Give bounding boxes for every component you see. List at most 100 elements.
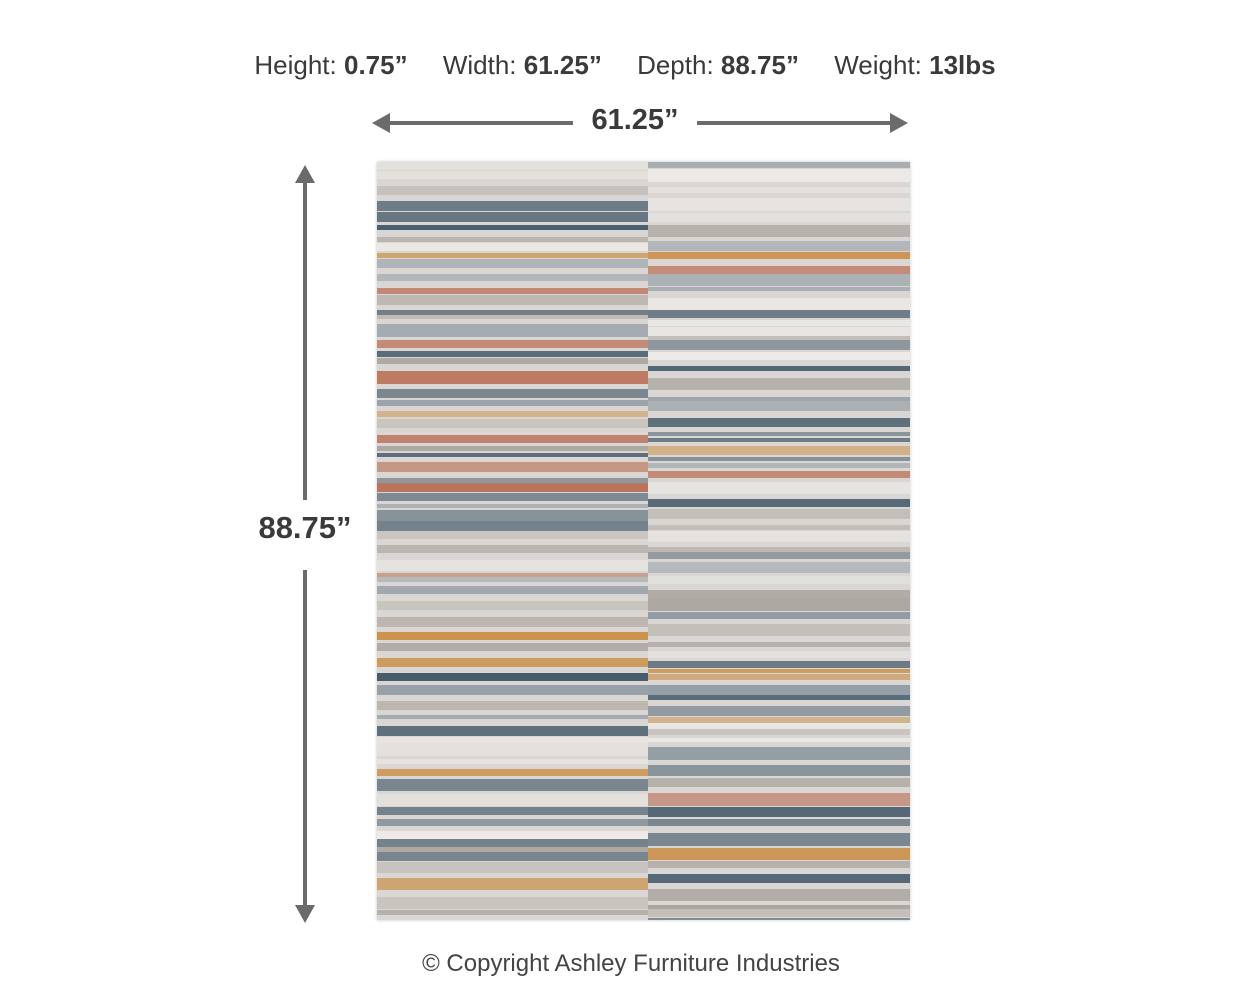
rug-stripe	[648, 213, 910, 222]
rug-stripe	[648, 397, 910, 401]
rug-stripe	[648, 747, 910, 760]
rug-stripe	[377, 560, 648, 571]
rug-stripe	[648, 432, 910, 436]
rug-stripe	[377, 225, 648, 230]
spec-value: 0.75”	[343, 50, 408, 80]
rug-stripe	[648, 457, 910, 461]
rug-stripe	[648, 225, 910, 237]
rug-stripe	[377, 673, 648, 681]
rug-stripe	[377, 435, 648, 443]
rug-stripe	[377, 531, 648, 539]
rug-stripe	[377, 243, 648, 251]
rug-stripe	[648, 366, 910, 371]
rug-stripe	[648, 169, 910, 182]
rug-stripe	[648, 378, 910, 390]
rug-stripe	[377, 847, 648, 852]
rug-stripe	[377, 643, 648, 651]
rug-stripe	[377, 779, 648, 791]
rug-stripe	[377, 411, 648, 417]
rug-stripe	[648, 909, 910, 917]
rug-stripe	[377, 259, 648, 268]
rug-stripe	[648, 310, 910, 318]
rug-stripe	[648, 401, 910, 411]
rug-stripe	[377, 910, 648, 915]
rug-stripe	[377, 253, 648, 258]
rug-stripe	[648, 352, 910, 360]
rug-stripe	[377, 726, 648, 736]
rug-stripe	[377, 462, 648, 472]
rug-stripe	[377, 315, 648, 319]
rug-stripe	[648, 807, 910, 817]
rug-stripe	[377, 274, 648, 281]
rug-stripe	[648, 287, 910, 291]
rug-stripe	[648, 187, 910, 193]
rug-stripe	[648, 340, 910, 350]
rug-stripe	[377, 573, 648, 577]
rug-stripe	[648, 198, 910, 211]
rug-stripe	[377, 201, 648, 211]
spec-label: Depth:	[637, 50, 714, 80]
rug-stripe	[377, 324, 648, 337]
width-arrow-line-right	[697, 121, 895, 125]
rug-stripe	[648, 482, 910, 494]
rug-stripe	[377, 171, 648, 179]
rug-stripe	[648, 874, 910, 883]
rug-stripe	[377, 400, 648, 406]
rug-stripe	[648, 723, 910, 729]
rug-stripe	[377, 852, 648, 861]
spec-depth: Depth: 88.75”	[637, 50, 799, 80]
height-arrow-line-bottom	[303, 570, 307, 910]
spec-value: 13lbs	[929, 50, 996, 80]
rug-stripe	[648, 717, 910, 723]
rug-stripe	[377, 483, 648, 492]
rug-stripe	[648, 531, 910, 542]
rug-stripe	[648, 499, 910, 507]
rug-stripe	[648, 706, 910, 716]
rug-stripe	[377, 617, 648, 627]
rug-stripe	[377, 701, 648, 710]
rug-stripe	[377, 862, 648, 873]
rug-stripe	[648, 729, 910, 735]
rug-stripe	[648, 463, 910, 468]
rug-stripe	[648, 327, 910, 336]
rug-stripe	[377, 759, 648, 764]
rug-stripe	[377, 819, 648, 826]
spec-label: Height:	[254, 50, 337, 80]
product-specs: Height: 0.75” Width: 61.25” Depth: 88.75…	[0, 50, 1250, 81]
rug-stripe	[377, 389, 648, 398]
rug-stripe	[648, 576, 910, 584]
rug-stripe	[648, 819, 910, 826]
rug-stripe	[377, 237, 648, 242]
rug-stripe	[648, 438, 910, 442]
arrowhead-down-icon	[295, 905, 315, 923]
width-dimension-label: 61.25”	[591, 104, 679, 136]
rug-stripe	[377, 162, 648, 170]
rug-stripe	[648, 861, 910, 868]
rug-stripe	[648, 918, 910, 920]
rug-stripe	[377, 419, 648, 428]
rug-stripe	[648, 525, 910, 530]
rug-stripe	[377, 769, 648, 776]
rug-stripe	[377, 453, 648, 457]
rug-stripe	[648, 889, 910, 901]
rug-stripe	[377, 737, 648, 743]
rug-stripe	[648, 765, 910, 776]
rug-stripe	[648, 241, 910, 251]
rug-stripe	[648, 162, 910, 168]
rug-stripe	[377, 794, 648, 806]
rug-stripe	[377, 897, 648, 909]
rug-stripe	[377, 586, 648, 594]
rug-stripe	[648, 552, 910, 559]
rug-stripe	[377, 839, 648, 847]
rug-stripe	[377, 878, 648, 890]
rug-stripe	[377, 493, 648, 501]
arrowhead-right-icon	[890, 113, 908, 133]
rug-stripe	[648, 833, 910, 846]
rug-stripe	[648, 612, 910, 619]
rug-stripe	[648, 252, 910, 259]
rug-stripe	[377, 504, 648, 508]
rug-stripe	[648, 471, 910, 478]
rug-stripe	[377, 715, 648, 719]
rug-stripe	[648, 685, 910, 695]
spec-value: 88.75”	[720, 50, 799, 80]
